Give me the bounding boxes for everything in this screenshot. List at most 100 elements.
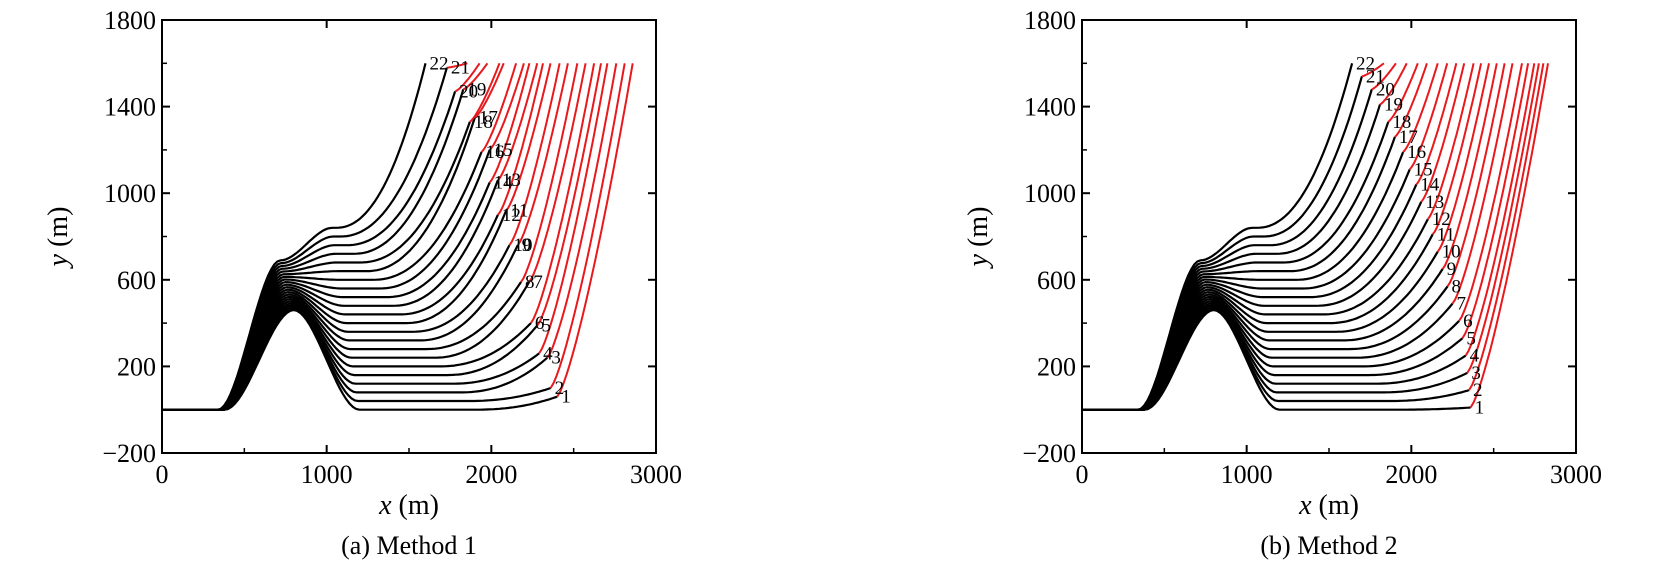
series-22-line	[1082, 63, 1354, 411]
y-tick-label: −200	[102, 439, 156, 468]
series-8-red-line	[520, 63, 579, 283]
series-13-red-line	[1420, 63, 1466, 203]
curve-label-4: 4	[1470, 346, 1480, 367]
curve-label-5: 5	[1466, 328, 1476, 349]
series-12-red-line	[497, 63, 544, 216]
curve-label-13: 13	[502, 170, 521, 191]
curve-label-8: 8	[525, 272, 535, 293]
series-2-red-line	[549, 63, 626, 389]
x-axis-label: x (m)	[1298, 490, 1359, 521]
curve-label-6: 6	[1463, 311, 1473, 332]
series-19-line	[1082, 104, 1382, 411]
series-20-red-line	[1371, 62, 1397, 91]
series-17-red-line	[474, 62, 505, 119]
curve-label-4: 4	[543, 343, 553, 364]
y-axis-variable: y	[963, 253, 994, 269]
series-9-red-line	[1441, 63, 1498, 270]
series-12-red-line	[1427, 63, 1475, 220]
panel-caption: (b) Method 2	[1260, 531, 1397, 560]
y-tick-label: 1000	[104, 179, 156, 208]
series-12-line	[162, 214, 499, 411]
curve-label-10: 10	[513, 235, 532, 256]
series-3-red-line	[546, 63, 618, 359]
y-axis-unit: (m)	[963, 207, 994, 254]
series-6-red-line	[530, 63, 596, 324]
series-21-red-line	[1361, 62, 1385, 78]
series-9-red-line	[516, 63, 569, 246]
curve-label-16: 16	[1407, 142, 1426, 163]
curve-label-15: 15	[1414, 159, 1433, 180]
curve-label-22: 22	[1356, 53, 1375, 74]
curve-label-2: 2	[555, 378, 565, 399]
series-16-line	[162, 151, 483, 411]
trajectory-curves	[162, 62, 634, 411]
y-tick-label: 600	[117, 266, 156, 295]
curve-label-19: 19	[1384, 94, 1403, 115]
curve-label-16: 16	[485, 142, 504, 163]
curve-label-8: 8	[1452, 276, 1462, 297]
series-7-red-line	[528, 63, 587, 283]
series-12-line	[1082, 218, 1429, 411]
curve-label-5: 5	[541, 315, 551, 336]
curve-label-3: 3	[551, 348, 561, 369]
curve-label-15: 15	[494, 140, 513, 161]
y-tick-label: −200	[1022, 439, 1076, 468]
series-18-red-line	[1387, 62, 1419, 123]
curve-label-18: 18	[1392, 112, 1411, 133]
series-21-red-line	[446, 62, 468, 69]
x-axis-unit: (m)	[1312, 490, 1359, 521]
series-7-red-line	[1451, 63, 1514, 305]
curve-label-17: 17	[1399, 127, 1418, 148]
series-5-line	[1082, 302, 1464, 411]
series-5-red-line	[536, 63, 602, 326]
series-1-red-line	[556, 63, 634, 398]
series-10-red-line	[508, 63, 561, 246]
series-21-line	[1082, 75, 1363, 411]
series-17-line	[1082, 136, 1396, 411]
y-tick-label: 600	[1037, 266, 1076, 295]
x-axis-label: x (m)	[378, 490, 439, 521]
series-1-red-line	[1469, 63, 1549, 409]
curve-label-18: 18	[474, 112, 493, 133]
y-axis-label: y (m)	[43, 207, 74, 270]
curve-label-2: 2	[1473, 380, 1483, 401]
series-19-red-line	[1379, 62, 1408, 106]
x-tick-label: 0	[1076, 460, 1089, 489]
curve-label-14: 14	[494, 172, 513, 193]
series-6-red-line	[1458, 63, 1523, 322]
series-14-red-line	[1415, 63, 1458, 186]
y-tick-label: 1800	[104, 6, 156, 35]
curve-label-14: 14	[1420, 175, 1440, 196]
y-axis-variable: y	[43, 253, 74, 269]
curve-label-22: 22	[429, 53, 448, 74]
series-15-red-line	[1408, 63, 1449, 171]
x-tick-label: 3000	[630, 460, 682, 489]
curve-label-9: 9	[1447, 259, 1457, 280]
series-14-red-line	[488, 63, 531, 184]
curve-label-11: 11	[510, 201, 528, 222]
curve-label-20: 20	[459, 81, 478, 102]
x-tick-label: 2000	[1385, 460, 1437, 489]
series-13-red-line	[497, 63, 539, 181]
curve-label-19: 19	[467, 79, 486, 100]
series-10-red-line	[1436, 63, 1490, 253]
curve-label-7: 7	[533, 272, 543, 293]
series-15-red-line	[488, 63, 525, 151]
series-2-red-line	[1468, 63, 1545, 391]
x-axis-variable: x	[378, 490, 392, 521]
x-tick-label: 2000	[465, 460, 517, 489]
x-tick-label: 0	[156, 460, 169, 489]
trajectory-curves	[1082, 62, 1549, 411]
curve-label-3: 3	[1471, 363, 1481, 384]
series-20-red-line	[454, 62, 481, 93]
x-tick-label: 1000	[301, 460, 353, 489]
curve-label-10: 10	[1442, 242, 1461, 263]
series-11-red-line	[505, 63, 552, 212]
x-axis-unit: (m)	[392, 490, 439, 521]
series-4-red-line	[538, 63, 609, 354]
curve-label-21: 21	[1366, 66, 1385, 87]
series-13-line	[1082, 201, 1423, 411]
y-tick-label: 1800	[1024, 6, 1076, 35]
